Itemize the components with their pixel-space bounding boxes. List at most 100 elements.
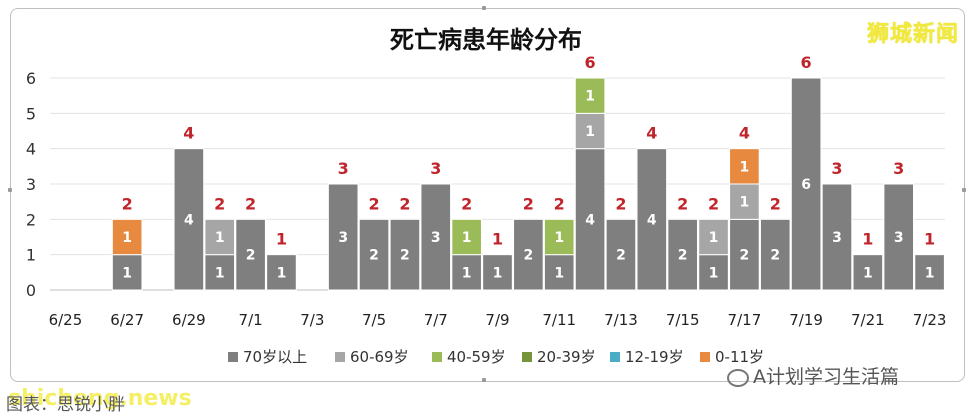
bar-segment-label: 1: [709, 230, 719, 246]
x-tick-label: 7/9: [485, 311, 509, 329]
bar-segment-label: 1: [554, 265, 564, 281]
bar-total-label: 4: [646, 124, 657, 143]
wechat-icon: [727, 368, 749, 387]
bar-segment-label: 1: [493, 265, 503, 281]
bar-total-label: 4: [739, 124, 750, 143]
bar-segment: [111, 254, 143, 291]
bar-segment: [729, 183, 760, 220]
bar-segment: [574, 148, 606, 291]
bar-segment: [543, 254, 575, 291]
bar-total-label: 6: [801, 53, 812, 72]
y-tick-label: 1: [26, 246, 36, 265]
bar-segment: [729, 218, 760, 291]
bar-total-label: 2: [245, 194, 256, 213]
resize-handle-left[interactable]: [8, 188, 12, 192]
bar-segment-label: 1: [740, 195, 750, 211]
bar-segment-label: 1: [554, 230, 564, 246]
bar-segment: [883, 183, 915, 291]
y-tick-label: 4: [26, 140, 36, 159]
x-tick-label: 7/5: [362, 311, 386, 329]
bar-total-label: 4: [183, 124, 194, 143]
bar-segment: [327, 183, 359, 291]
chart-title: 死亡病患年龄分布: [390, 26, 582, 54]
legend-swatch: [522, 352, 532, 362]
bar-total-label: 1: [276, 230, 287, 249]
bar-segment: [420, 183, 452, 291]
resize-handle-top[interactable]: [482, 6, 486, 10]
legend-label: 0-11岁: [715, 348, 764, 366]
legend-label: 12-19岁: [625, 348, 684, 366]
bar-total-label: 1: [492, 230, 503, 249]
x-tick-label: 7/7: [424, 311, 448, 329]
bar-segment: [574, 77, 606, 114]
bar-segment: [698, 218, 729, 256]
legend-swatch: [335, 352, 345, 362]
bar-total-label: 1: [924, 230, 935, 249]
bar-total-label: 3: [430, 159, 441, 178]
x-tick-label: 7/21: [851, 311, 885, 329]
legend-label: 60-69岁: [350, 348, 409, 366]
bar-segment-label: 1: [122, 265, 132, 281]
bar-total-label: 1: [862, 230, 873, 249]
legend-label: 20-39岁: [537, 348, 596, 366]
bar-segment-label: 2: [246, 248, 256, 264]
x-tick-label: 7/3: [300, 311, 324, 329]
bar-segment: [729, 148, 760, 185]
bar-segment: [821, 183, 853, 291]
legend-label: 70岁以上: [243, 348, 307, 366]
x-tick-label: 7/1: [239, 311, 263, 329]
bar-total-label: 6: [585, 53, 596, 72]
bar-segment-label: 1: [462, 230, 472, 246]
bar-segment: [389, 218, 421, 291]
bar-total-label: 2: [399, 194, 410, 213]
bar-segment-label: 3: [431, 230, 441, 246]
bar-segment: [605, 218, 637, 291]
bar-segment-label: 1: [585, 89, 595, 105]
x-tick-label: 7/17: [728, 311, 762, 329]
bar-segment: [790, 77, 822, 291]
watermark-right-text: A计划学习生活篇: [753, 366, 899, 388]
bar-segment-label: 1: [740, 159, 750, 175]
bar-segment-label: 1: [585, 124, 595, 140]
bar-segment-label: 2: [523, 248, 533, 264]
bar-segment-label: 3: [832, 230, 842, 246]
bar-segment: [482, 254, 513, 291]
watermark-right: A计划学习生活篇: [727, 362, 899, 389]
x-tick-label: 7/11: [542, 311, 576, 329]
bar-total-label: 2: [461, 194, 472, 213]
bar-segment-label: 6: [801, 177, 811, 193]
bar-segment-label: 4: [585, 212, 595, 228]
bar-segment-label: 4: [184, 212, 194, 228]
x-tick-label: 7/15: [666, 311, 700, 329]
bar-segment: [543, 218, 575, 256]
bar-total-label: 2: [122, 194, 133, 213]
resize-handle-bottom[interactable]: [482, 378, 486, 382]
bar-segment: [636, 148, 668, 291]
bar-total-label: 2: [677, 194, 688, 213]
bar-segment: [513, 218, 544, 291]
bar-segment-label: 3: [894, 230, 904, 246]
bar-segment: [667, 218, 698, 291]
x-tick-label: 6/29: [172, 311, 206, 329]
bar-segment: [204, 254, 236, 291]
legend-label: 40-59岁: [447, 348, 506, 366]
bar-segment-label: 2: [616, 248, 626, 264]
brand-logo-text: 狮城新闻: [866, 22, 959, 47]
bar-segment-label: 2: [740, 248, 750, 264]
bar-segment-label: 2: [678, 248, 688, 264]
watermark-left: shicheng.news: [8, 386, 192, 411]
bar-segment-label: 2: [400, 248, 410, 264]
bar-segment-label: 1: [215, 265, 225, 281]
resize-handle-right[interactable]: [962, 188, 966, 192]
bar-segment-label: 1: [215, 230, 225, 246]
legend-swatch: [432, 352, 442, 362]
bar-segment: [173, 148, 205, 291]
bar-segment: [235, 218, 266, 291]
bar-total-label: 3: [893, 159, 904, 178]
bar-segment: [358, 218, 390, 291]
bar-segment-label: 2: [770, 248, 780, 264]
x-tick-label: 6/25: [49, 311, 83, 329]
bar-segment-label: 1: [122, 230, 132, 246]
bar-segment: [204, 218, 236, 256]
